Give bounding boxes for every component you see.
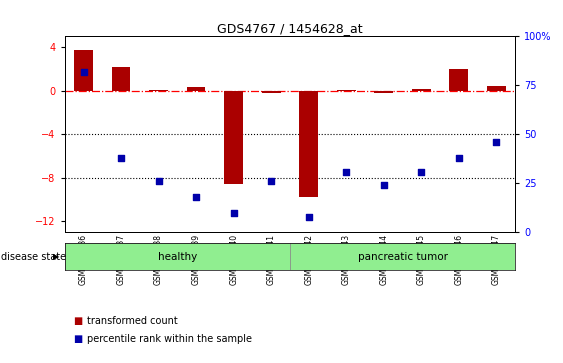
Point <box>117 155 126 161</box>
Bar <box>412 89 431 91</box>
Bar <box>74 50 93 91</box>
Point <box>229 210 238 216</box>
Bar <box>111 67 131 91</box>
Bar <box>290 243 515 270</box>
Point <box>454 155 463 161</box>
Bar <box>374 91 393 93</box>
Text: pancreatic tumor: pancreatic tumor <box>358 252 448 262</box>
Point <box>79 69 88 74</box>
Text: disease state: disease state <box>1 252 66 262</box>
Point <box>417 169 426 175</box>
Point <box>492 139 501 145</box>
Bar <box>187 87 205 91</box>
Bar <box>300 91 318 197</box>
Text: ■: ■ <box>73 334 82 344</box>
Text: ■: ■ <box>73 316 82 326</box>
Text: transformed count: transformed count <box>87 316 178 326</box>
Bar <box>337 90 356 91</box>
Bar <box>449 69 468 91</box>
Bar <box>65 243 290 270</box>
Point <box>154 179 163 184</box>
Text: healthy: healthy <box>158 252 197 262</box>
Title: GDS4767 / 1454628_at: GDS4767 / 1454628_at <box>217 22 363 35</box>
Point <box>379 182 388 188</box>
Bar <box>262 91 280 93</box>
Point <box>267 179 276 184</box>
Point <box>342 169 351 175</box>
Text: percentile rank within the sample: percentile rank within the sample <box>87 334 252 344</box>
Text: ▶: ▶ <box>53 253 60 261</box>
Bar <box>487 86 506 91</box>
Bar <box>149 90 168 91</box>
Point <box>304 214 313 220</box>
Bar <box>224 91 243 184</box>
Point <box>191 194 200 200</box>
